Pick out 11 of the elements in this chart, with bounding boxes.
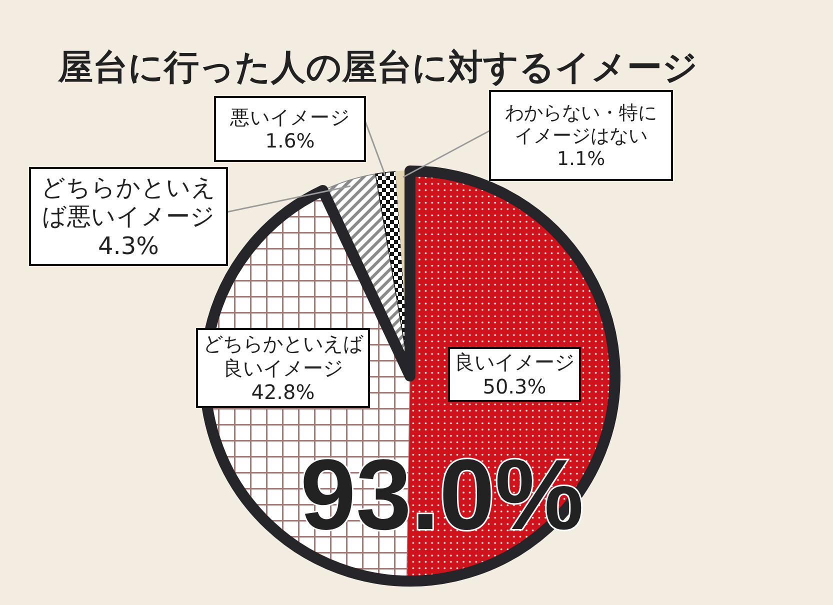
chart-title: 屋台に行った人の屋台に対するイメージ xyxy=(57,48,698,88)
slice-label: どちらかといえば良いイメージ xyxy=(203,331,364,380)
slice-label: 悪いイメージ xyxy=(229,106,350,129)
slice-label: わからない・特にイメージはない xyxy=(505,102,657,147)
data-label: 50.3% xyxy=(482,374,546,399)
data-label: 1.6% xyxy=(265,130,315,153)
slice-label: どちらかといえば悪いイメージ xyxy=(41,173,216,231)
data-label: 1.1% xyxy=(556,148,606,170)
data-label: 4.3% xyxy=(98,232,159,260)
data-label: 42.8% xyxy=(251,380,315,404)
slice-label: 良いイメージ xyxy=(454,350,574,374)
